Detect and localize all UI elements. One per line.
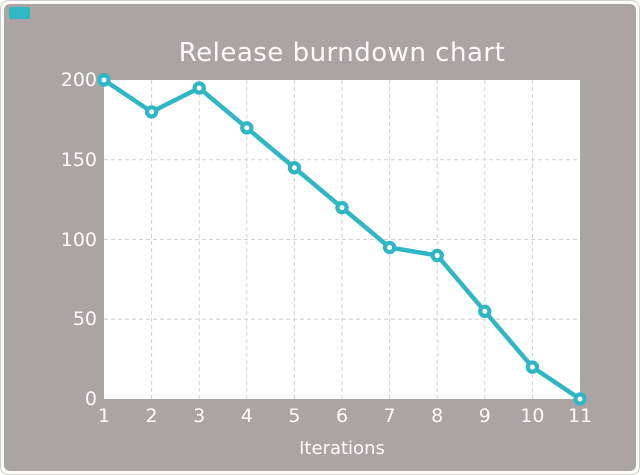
x-tick-label: 1: [97, 405, 111, 427]
x-tick-label: 6: [335, 405, 349, 427]
data-point-marker: [192, 81, 206, 95]
x-tick-label: 8: [431, 405, 444, 427]
x-tick-label: 5: [288, 405, 301, 427]
x-axis-title: Iterations: [299, 438, 385, 459]
y-tick-label: 150: [60, 148, 97, 171]
x-tick-label: 3: [193, 405, 206, 427]
chart-title: Release burndown chart: [178, 38, 506, 68]
x-tick-label: 10: [520, 405, 545, 427]
data-point-marker: [430, 248, 444, 263]
data-point-marker: [144, 105, 159, 119]
chart-canvas: Release burndown chart 0 50 100 150 200 1 2 3 4…: [4, 4, 636, 471]
x-tick-label: 7: [383, 405, 396, 427]
data-point-marker: [382, 240, 397, 255]
y-tick-label: 100: [60, 228, 97, 251]
x-tick-label: 2: [145, 405, 158, 427]
line-chart-svg: [97, 73, 587, 406]
data-point-marker: [525, 360, 540, 374]
data-point-marker: [573, 392, 587, 406]
y-tick-label: 200: [60, 69, 97, 91]
x-tick-label: 9: [478, 405, 491, 427]
y-tick-label: 0: [84, 388, 97, 410]
data-point-marker: [240, 121, 254, 135]
data-point-marker: [335, 200, 349, 215]
series-color-chip: [9, 7, 30, 19]
y-tick-label: 50: [72, 308, 97, 331]
data-point-marker: [97, 73, 111, 87]
x-tick-label: 4: [240, 405, 253, 427]
x-tick-label: 11: [567, 405, 593, 427]
data-point-marker: [287, 161, 302, 175]
data-point-marker: [478, 304, 492, 318]
